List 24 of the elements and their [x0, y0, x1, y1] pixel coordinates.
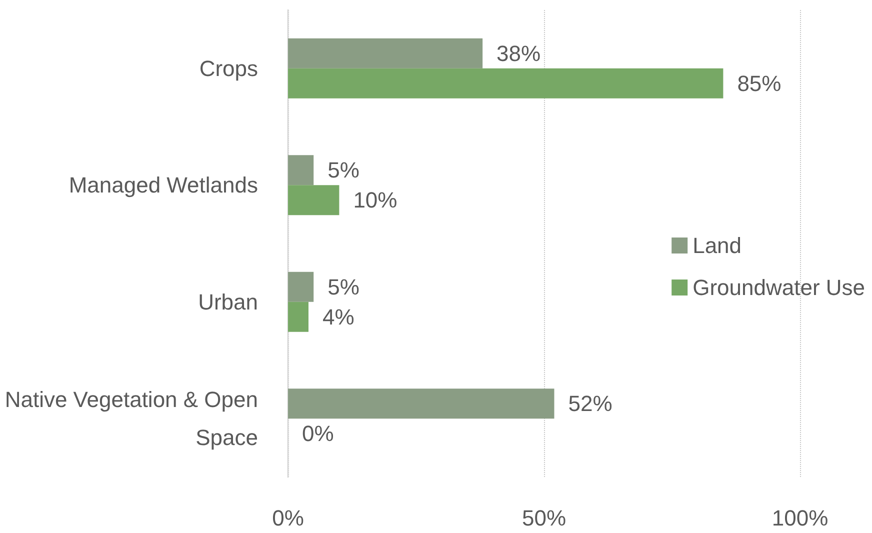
legend-label: Land: [692, 233, 742, 258]
x-tick-label: 0%: [272, 506, 304, 530]
x-tick-label: 100%: [772, 506, 828, 530]
bar: [288, 388, 554, 419]
bar: [288, 302, 308, 332]
y-tick-label: Urban: [198, 289, 258, 314]
bar: [288, 185, 340, 216]
bar: [288, 38, 483, 68]
data-label: 52%: [568, 391, 612, 416]
bar: [288, 272, 314, 302]
data-label: 4%: [322, 304, 354, 330]
data-label: 5%: [328, 158, 360, 183]
bar: [288, 68, 724, 98]
data-label: 38%: [496, 40, 541, 66]
data-label: 85%: [737, 70, 782, 96]
y-tick-label: Crops: [199, 56, 258, 81]
legend-label: Groundwater Use: [692, 275, 866, 300]
data-label: 10%: [353, 188, 398, 213]
data-label: 0%: [302, 421, 334, 446]
y-tick-label: Native Vegetation & Open Space: [4, 387, 258, 450]
y-tick-label: Managed Wetlands: [68, 172, 258, 198]
bar: [288, 155, 314, 186]
data-label: 5%: [328, 274, 360, 300]
x-tick-label: 50%: [522, 506, 566, 530]
